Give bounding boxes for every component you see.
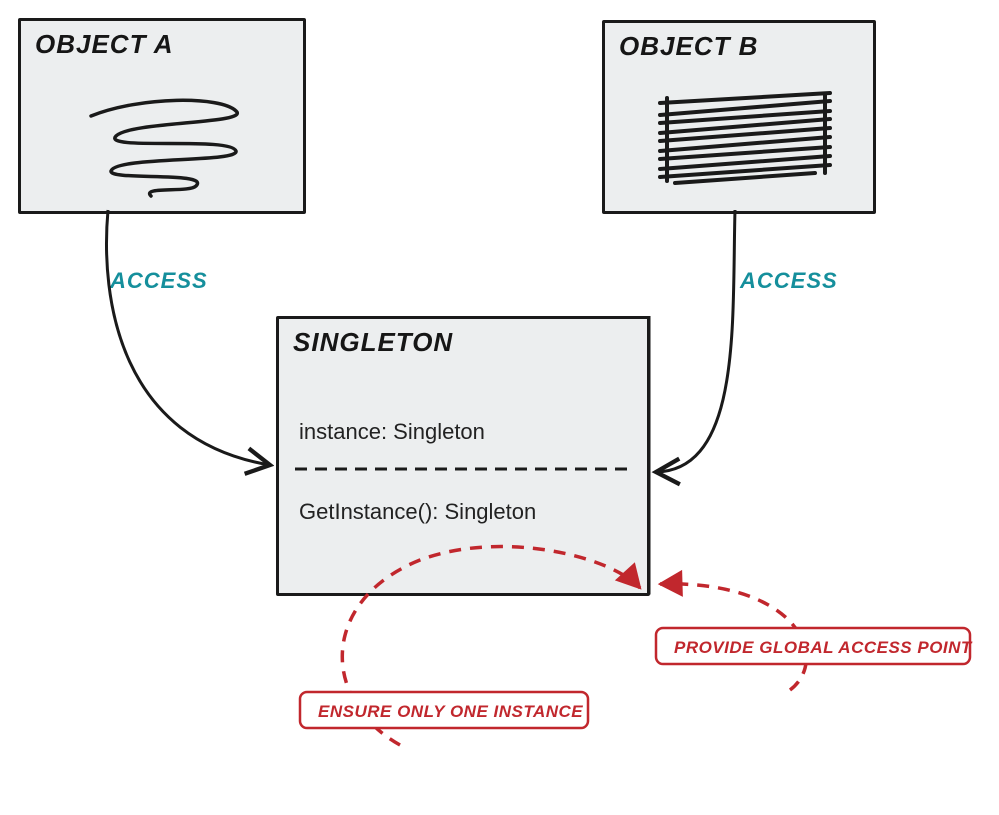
callout-bars bbox=[0, 0, 999, 815]
diagram-canvas: OBJECT A OBJECT B SINGLETON instance: Si… bbox=[0, 0, 999, 815]
callout-global-access: PROVIDE GLOBAL ACCESS POINT bbox=[662, 632, 984, 664]
callout-only-one-instance: ENSURE ONLY ONE INSTANCE bbox=[306, 696, 595, 728]
